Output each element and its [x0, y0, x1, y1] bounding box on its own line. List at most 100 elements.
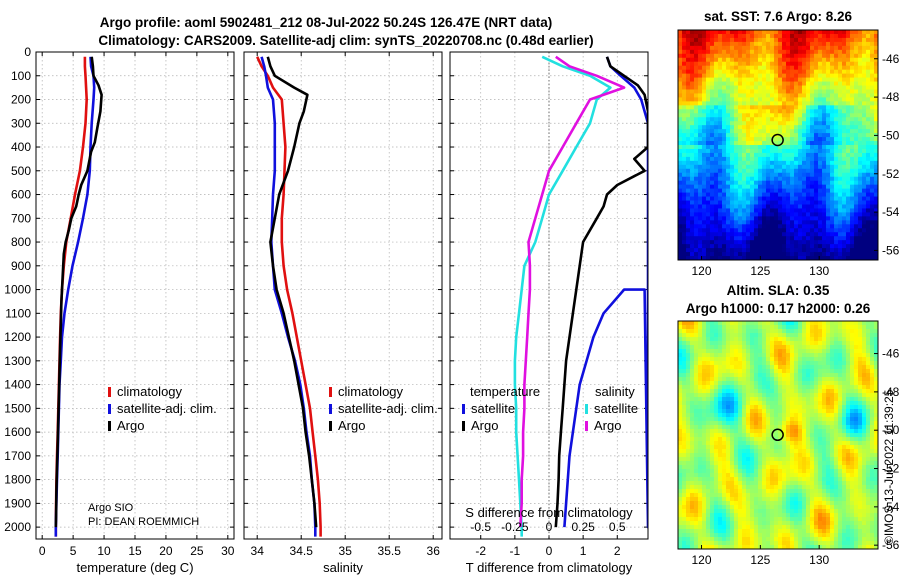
sla-cell — [818, 329, 823, 334]
sst-cell — [710, 200, 715, 205]
sst-cell — [774, 121, 779, 126]
sst-cell — [826, 77, 831, 82]
sla-cell — [842, 325, 847, 330]
sst-cell — [766, 69, 771, 75]
sst-cell — [682, 125, 687, 130]
sla-cell — [750, 325, 755, 330]
sst-cell — [838, 224, 843, 229]
sla-cell — [870, 393, 875, 398]
sst-cell — [754, 109, 759, 114]
sla-cell — [678, 405, 683, 410]
sst-cell — [742, 69, 747, 75]
sst-cell — [726, 141, 731, 146]
sst-cell — [846, 172, 851, 178]
sst-cell — [866, 172, 871, 178]
sst-cell — [690, 85, 695, 90]
sst-cell — [770, 97, 775, 102]
sst-cell — [806, 152, 811, 158]
sst-cell — [726, 137, 731, 142]
sla-cell — [822, 385, 827, 390]
sst-cell — [738, 172, 743, 178]
sst-cell — [854, 216, 859, 221]
sst-cell — [714, 133, 719, 138]
sla-cell — [842, 433, 847, 438]
sla-cell — [846, 429, 851, 434]
sst-cell — [830, 33, 835, 39]
sst-cell — [798, 196, 803, 201]
sla-cell — [802, 397, 807, 402]
sst-cell — [706, 156, 711, 162]
sla-cell — [834, 425, 839, 430]
sla-cell — [786, 341, 791, 346]
sst-cell — [682, 200, 687, 205]
sst-cell — [862, 121, 867, 126]
sst-cell — [810, 148, 815, 154]
sla-cell — [838, 453, 843, 458]
sst-cell — [850, 141, 855, 146]
sst-cell — [778, 113, 783, 118]
sla-cell — [842, 353, 847, 358]
sst-cell — [838, 248, 843, 253]
sla-cell — [782, 349, 787, 354]
sla-cell — [742, 321, 747, 326]
sst-cell — [738, 152, 743, 158]
sla-cell — [810, 325, 815, 330]
sst-cell — [854, 180, 859, 186]
sst-cell — [838, 37, 843, 43]
sst-cell — [810, 93, 815, 98]
sst-cell — [874, 61, 879, 67]
sst-cell — [826, 188, 831, 193]
sla-cell — [710, 401, 715, 406]
sla-cell — [750, 417, 755, 422]
sst-cell — [754, 172, 759, 178]
sst-cell — [710, 137, 715, 142]
sst-cell — [870, 212, 875, 217]
sst-cell — [794, 133, 799, 138]
sst-cell — [834, 184, 839, 190]
sst-cell — [774, 196, 779, 201]
sla-cell — [734, 413, 739, 418]
sst-cell — [778, 180, 783, 186]
sla-cell — [714, 365, 719, 370]
sst-cell — [694, 200, 699, 205]
sst-cell — [790, 81, 795, 86]
sst-cell — [862, 81, 867, 86]
sst-cell — [858, 220, 863, 225]
sla-cell — [862, 377, 867, 382]
sla-cell — [842, 345, 847, 350]
sst-cell — [694, 65, 699, 71]
sst-cell — [850, 37, 855, 43]
sst-cell — [734, 129, 739, 134]
sst-cell — [758, 73, 763, 78]
sst-cell — [718, 168, 723, 174]
sla-cell — [790, 413, 795, 418]
sst-cell — [798, 164, 803, 170]
sst-cell — [806, 196, 811, 201]
sst-cell — [778, 248, 783, 253]
sst-cell — [686, 224, 691, 229]
sst-cell — [750, 77, 755, 82]
sst-cell — [854, 224, 859, 229]
sst-cell — [702, 172, 707, 178]
sla-cell — [734, 397, 739, 402]
sla-cell — [722, 353, 727, 358]
sst-cell — [794, 45, 799, 51]
sla-cell — [754, 321, 759, 326]
sla-cell — [722, 365, 727, 370]
sst-cell — [786, 176, 791, 182]
sla-cell — [726, 361, 731, 366]
sst-cell — [846, 252, 851, 257]
sla-cell — [866, 445, 871, 450]
sst-cell — [790, 244, 795, 249]
sla-cell — [826, 381, 831, 386]
sla-cell — [786, 413, 791, 418]
sla-cell — [678, 329, 683, 334]
sla-cell — [678, 349, 683, 354]
sst-cell — [842, 93, 847, 98]
sst-cell — [806, 30, 811, 35]
sst-cell — [762, 188, 767, 193]
sla-cell — [826, 369, 831, 374]
sla-cell — [690, 409, 695, 414]
sst-cell — [814, 252, 819, 257]
sla-cell — [866, 377, 871, 382]
